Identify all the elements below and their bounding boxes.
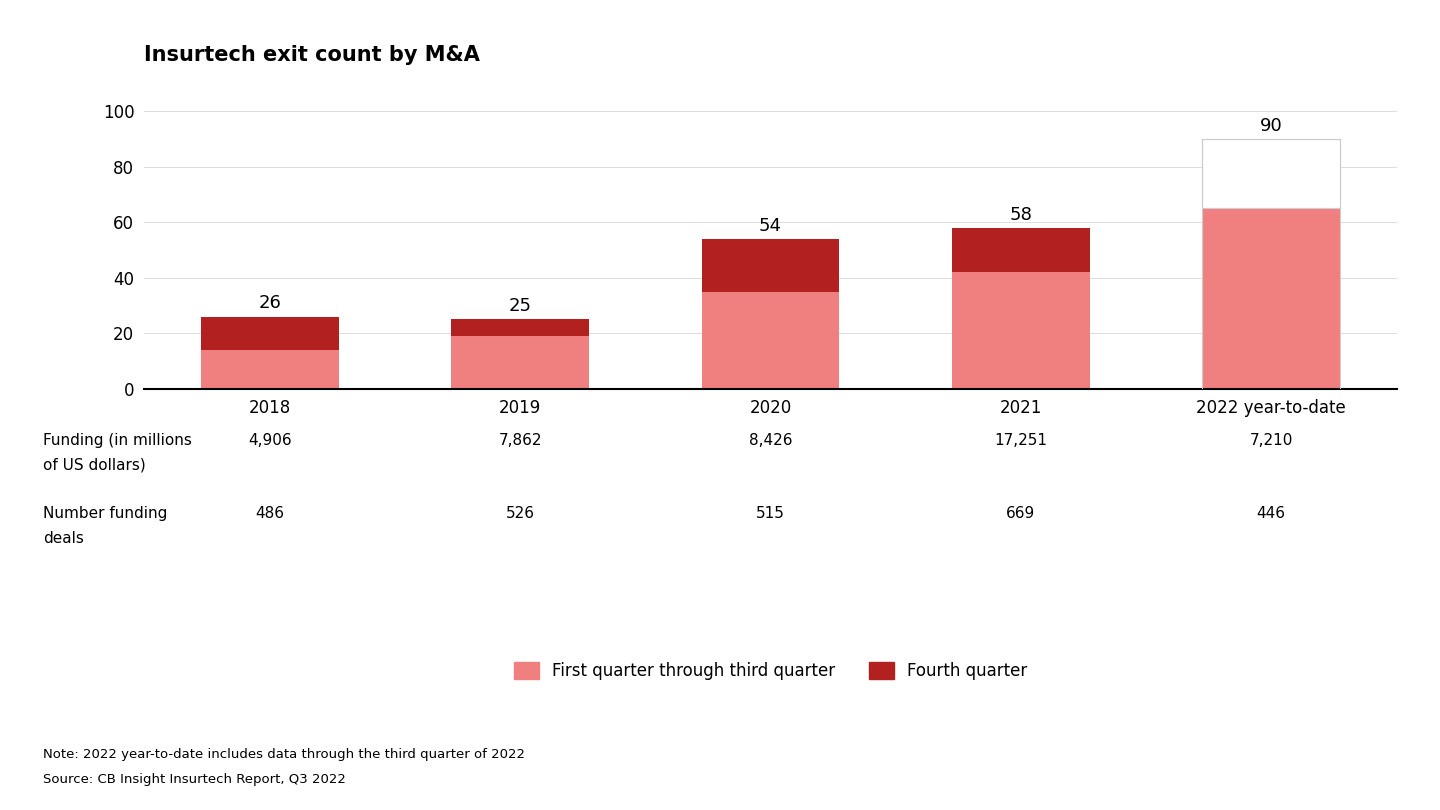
Bar: [952, 228, 1090, 272]
Text: 446: 446: [1257, 506, 1286, 522]
Bar: [1202, 208, 1339, 389]
Text: 526: 526: [505, 506, 534, 522]
Text: Number funding: Number funding: [43, 506, 167, 522]
Text: 26: 26: [258, 294, 281, 313]
Text: deals: deals: [43, 531, 84, 546]
Bar: [701, 239, 840, 292]
Text: 54: 54: [759, 216, 782, 235]
Text: Insurtech exit count by M&A: Insurtech exit count by M&A: [144, 45, 480, 65]
Legend: First quarter through third quarter, Fourth quarter: First quarter through third quarter, Fou…: [507, 655, 1034, 687]
Bar: [1202, 139, 1339, 389]
Text: 17,251: 17,251: [994, 433, 1047, 449]
Bar: [451, 336, 589, 389]
Bar: [202, 350, 338, 389]
Text: Note: 2022 year-to-date includes data through the third quarter of 2022: Note: 2022 year-to-date includes data th…: [43, 748, 526, 761]
Text: Funding (in millions: Funding (in millions: [43, 433, 192, 449]
Text: 669: 669: [1007, 506, 1035, 522]
Text: Source: CB Insight Insurtech Report, Q3 2022: Source: CB Insight Insurtech Report, Q3 …: [43, 773, 346, 786]
Text: 58: 58: [1009, 206, 1032, 224]
Text: 7,862: 7,862: [498, 433, 541, 449]
Bar: [451, 319, 589, 336]
Text: of US dollars): of US dollars): [43, 458, 145, 473]
Bar: [1202, 139, 1339, 208]
Bar: [202, 317, 338, 350]
Text: 8,426: 8,426: [749, 433, 792, 449]
Bar: [952, 272, 1090, 389]
Text: 90: 90: [1260, 117, 1283, 134]
Text: 4,906: 4,906: [248, 433, 291, 449]
Text: 486: 486: [255, 506, 284, 522]
Text: 7,210: 7,210: [1250, 433, 1293, 449]
Bar: [701, 292, 840, 389]
Text: 25: 25: [508, 297, 531, 315]
Text: 515: 515: [756, 506, 785, 522]
